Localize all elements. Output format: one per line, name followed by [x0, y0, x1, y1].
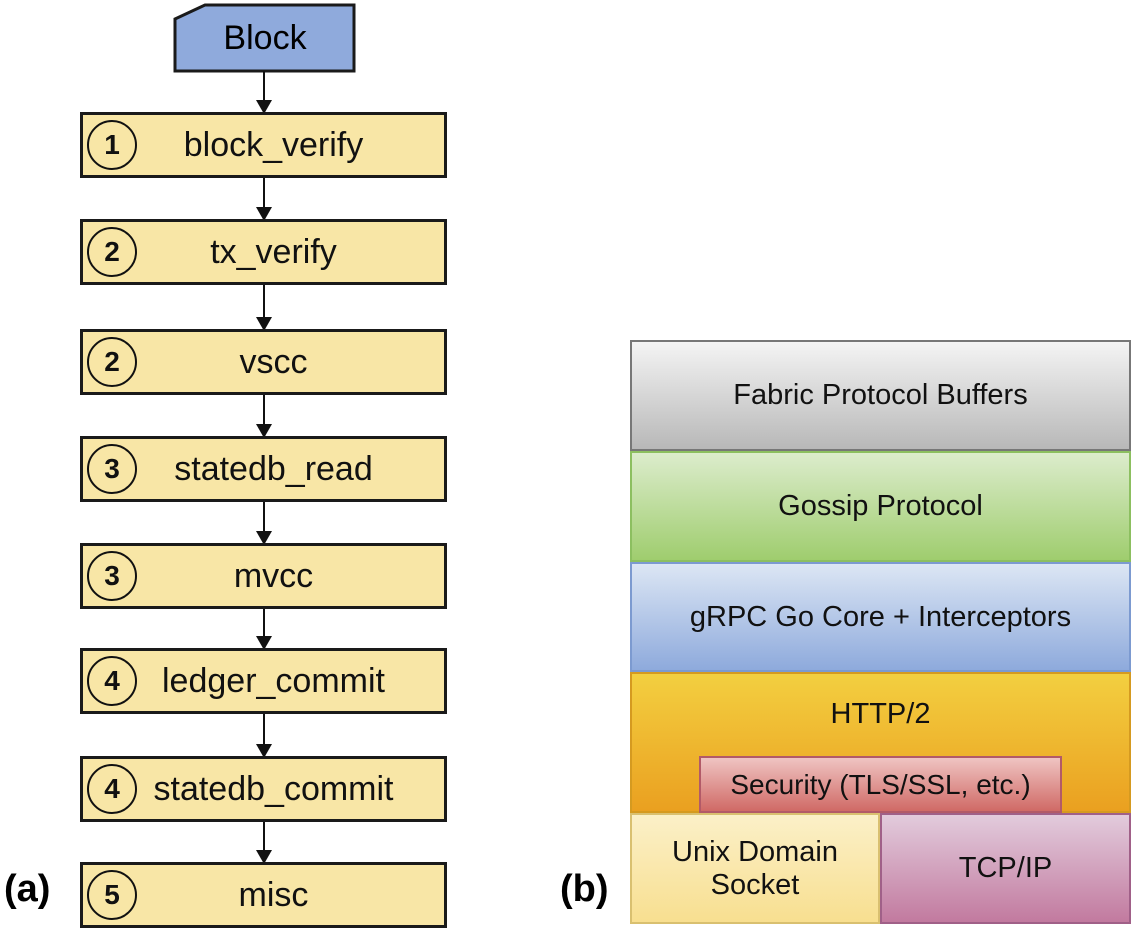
step-number-badge: 2 — [87, 227, 137, 277]
step-number-badge: 2 — [87, 337, 137, 387]
step-label: block_verify — [183, 125, 364, 164]
flow-arrow — [256, 609, 272, 650]
step-box: 4 ledger_commit — [80, 648, 447, 714]
layer-gossip-protocol: Gossip Protocol — [630, 451, 1131, 562]
flow-arrow — [256, 71, 272, 114]
step-label: statedb_read — [174, 449, 373, 488]
step-label: vscc — [239, 342, 308, 381]
flow-arrow — [256, 714, 272, 758]
layer-unix-domain-socket: Unix Domain Socket — [630, 813, 880, 924]
step-label: tx_verify — [210, 232, 337, 271]
step-box: 5 misc — [80, 862, 447, 928]
flow-arrow — [256, 395, 272, 438]
step-box: 1 block_verify — [80, 112, 447, 178]
step-number-badge: 1 — [87, 120, 137, 170]
step-box: 4 statedb_commit — [80, 756, 447, 822]
flow-arrow — [256, 285, 272, 331]
block-input-shape — [173, 3, 356, 73]
step-label: ledger_commit — [162, 661, 385, 700]
flow-arrow — [256, 178, 272, 221]
step-number-badge: 3 — [87, 444, 137, 494]
flow-arrow — [256, 502, 272, 545]
step-number-badge: 4 — [87, 764, 137, 814]
step-number-badge: 5 — [87, 870, 137, 920]
step-box: 2 vscc — [80, 329, 447, 395]
step-label: mvcc — [233, 556, 314, 595]
panel-a-label: (a) — [4, 868, 51, 910]
block-label: Block — [223, 18, 307, 57]
layer-tcp-ip: TCP/IP — [880, 813, 1131, 924]
layer-grpc: gRPC Go Core + Interceptors — [630, 562, 1131, 672]
step-number-badge: 4 — [87, 656, 137, 706]
layer-security: Security (TLS/SSL, etc.) — [699, 756, 1062, 813]
flow-arrow — [256, 822, 272, 864]
panel-b-label: (b) — [560, 868, 609, 910]
step-box: 3 statedb_read — [80, 436, 447, 502]
step-label: statedb_commit — [153, 769, 394, 808]
step-label: misc — [238, 875, 309, 914]
layer-fabric-protocol-buffers: Fabric Protocol Buffers — [630, 340, 1131, 451]
step-box: 3 mvcc — [80, 543, 447, 609]
step-number-badge: 3 — [87, 551, 137, 601]
step-box: 2 tx_verify — [80, 219, 447, 285]
